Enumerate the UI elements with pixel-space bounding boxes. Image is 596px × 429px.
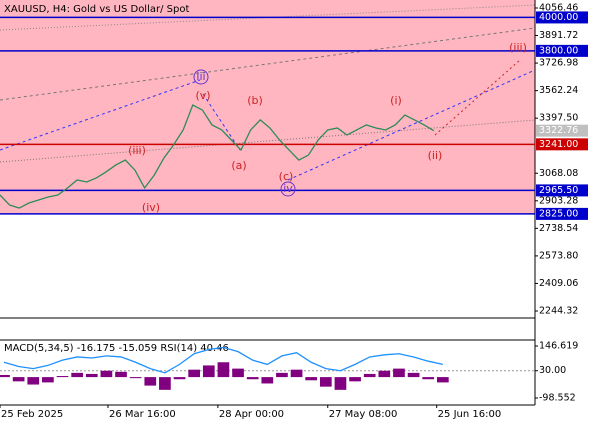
- histogram-bar: [188, 369, 201, 378]
- level-tag: [536, 44, 588, 57]
- histogram-bar: [12, 377, 25, 382]
- wave-label: (ii): [428, 149, 443, 162]
- wave-label: (c): [279, 170, 294, 183]
- wave-circle: [193, 69, 209, 85]
- histogram-bar: [129, 377, 142, 379]
- y-tick-label: 3397.50: [539, 113, 578, 124]
- histogram-bar: [290, 369, 303, 378]
- wave-label: (a): [231, 159, 246, 172]
- histogram-bar: [71, 372, 83, 378]
- y-tick-label: 2738.54: [539, 223, 578, 234]
- level-tag: [536, 11, 588, 24]
- histogram-bar: [27, 377, 40, 385]
- histogram-bar: [246, 377, 259, 380]
- histogram-bar: [378, 370, 391, 378]
- histogram-bar: [56, 376, 69, 378]
- wave-label: iii: [196, 70, 205, 83]
- wave-label: (iv): [142, 201, 160, 214]
- histogram-bar: [319, 377, 332, 387]
- y-tick-label: 3068.08: [539, 168, 578, 179]
- level-label: 4000.00: [539, 12, 578, 23]
- histogram-bar: [159, 377, 171, 390]
- level-label: 2825.00: [539, 208, 578, 219]
- chart-title: XAUUSD, H4: Gold vs US Dollar/ Spot: [4, 4, 189, 15]
- y-tick-label: 2244.32: [539, 305, 578, 316]
- histogram-bar: [349, 377, 361, 382]
- histogram-bar: [202, 365, 215, 378]
- level-tag: [536, 138, 588, 151]
- y-tick-label: 4056.46: [539, 2, 578, 13]
- y-tick-label: 2409.06: [539, 278, 578, 289]
- histogram-bar: [173, 377, 186, 380]
- zone: [0, 0, 535, 214]
- y-tick-label: 3891.72: [539, 30, 578, 41]
- histogram-bar: [115, 371, 127, 378]
- wave-label: (i): [390, 94, 402, 107]
- histogram-bar: [232, 368, 244, 378]
- histogram-bar: [85, 373, 98, 378]
- histogram-bar: [363, 373, 376, 378]
- histogram-bar: [334, 377, 347, 390]
- wave-label: (b): [247, 94, 263, 107]
- y-tick-label: 146.619: [539, 340, 578, 351]
- histogram-bar: [305, 377, 318, 381]
- price-line: [0, 104, 435, 209]
- level-label: 2965.50: [539, 185, 578, 196]
- histogram-bar: [144, 377, 157, 386]
- histogram-bar: [276, 372, 288, 378]
- y-tick-label: 3562.24: [539, 85, 578, 96]
- x-tick-label: 28 Apr 00:00: [219, 409, 284, 420]
- y-tick-label: 2573.80: [539, 250, 578, 261]
- y-tick-label: 3726.98: [539, 58, 578, 69]
- x-tick-label: 26 Mar 16:00: [109, 409, 176, 420]
- histogram-bar: [0, 374, 10, 378]
- histogram-bar: [422, 377, 435, 380]
- level-tag: [536, 207, 588, 220]
- x-tick-label: 25 Feb 2025: [1, 409, 63, 420]
- level-label: 3241.00: [539, 139, 578, 150]
- histogram-bar: [42, 377, 54, 383]
- level-label: 3800.00: [539, 45, 578, 56]
- level-tag: [536, 184, 588, 197]
- x-tick-label: 27 May 08:00: [329, 409, 398, 420]
- y-tick-label: 2903.28: [539, 195, 578, 206]
- trendline: [202, 93, 241, 151]
- histogram-bar: [407, 372, 420, 378]
- indicator-title: MACD(5,34,5) -16.175 -15.059 RSI(14) 40.…: [4, 343, 229, 354]
- trendline: [0, 79, 201, 151]
- wave-circle: [280, 181, 296, 197]
- y-tick-label: -98.552: [539, 393, 576, 404]
- histogram-bar: [436, 377, 449, 383]
- wave-label: iv: [283, 182, 293, 195]
- wave-label: (v): [195, 89, 210, 102]
- histogram-bar: [393, 368, 405, 378]
- trendline: [0, 119, 536, 163]
- wave-label: (iii): [509, 41, 527, 54]
- histogram-bar: [100, 370, 113, 378]
- histogram-bar: [261, 377, 274, 384]
- histogram-bar: [217, 362, 230, 378]
- y-tick-label: 30.00: [539, 365, 566, 376]
- wave-label: (iii): [128, 144, 146, 157]
- rsi-line: [3, 346, 443, 374]
- trendline: [434, 59, 521, 136]
- price-tag: [536, 124, 588, 137]
- x-tick-label: 25 Jun 16:00: [438, 409, 502, 420]
- price-label: 3322.76: [539, 125, 578, 136]
